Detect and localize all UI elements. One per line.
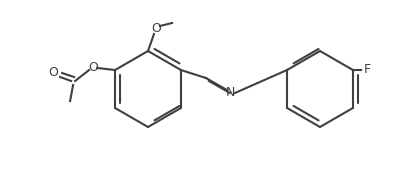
Text: O: O: [48, 67, 58, 79]
Text: F: F: [363, 64, 370, 76]
Text: O: O: [151, 23, 161, 35]
Text: N: N: [225, 86, 235, 100]
Text: O: O: [88, 62, 98, 74]
